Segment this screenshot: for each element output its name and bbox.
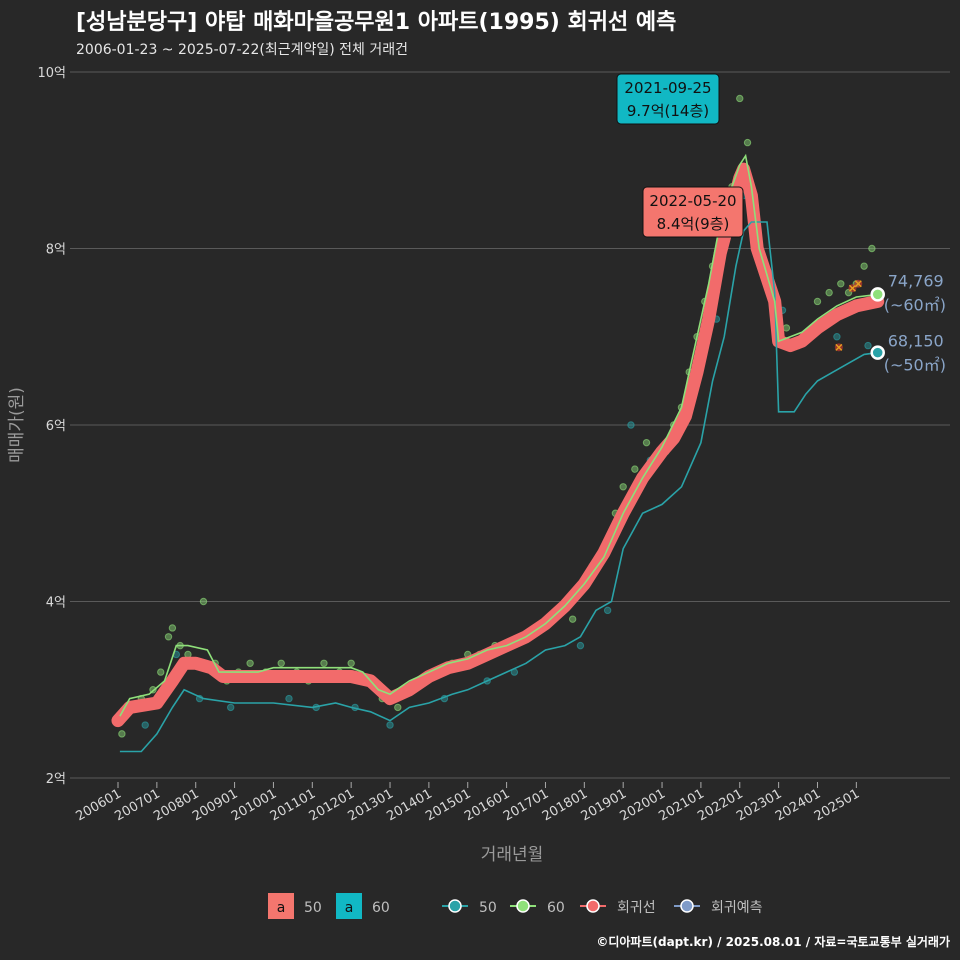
annotation-value: 9.7억(14층) <box>627 102 709 120</box>
source-caption: ©디아파트(dapt.kr) / 2025.08.01 / 자료=국토교통부 실… <box>596 935 950 949</box>
y-tick-label: 2억 <box>46 772 66 787</box>
series-60-line <box>119 153 878 717</box>
legend-fill-key <box>268 893 294 919</box>
scatter-point <box>277 659 285 667</box>
scatter-point <box>386 721 394 729</box>
cancelled-cross <box>848 284 856 292</box>
x-tick-label: 202501 <box>812 786 862 824</box>
legend-line-marker <box>680 899 694 913</box>
annotation-value: 8.4억(9층) <box>657 215 730 233</box>
scatter-point <box>868 244 876 253</box>
annotation-date: 2022-05-20 <box>649 192 736 210</box>
scatter-point <box>860 262 868 270</box>
scatter-point <box>627 421 635 429</box>
scatter-point <box>837 280 845 288</box>
scatter-point <box>825 288 833 297</box>
chart-title: [성남분당구] 야탑 매화마을공무원1 아파트(1995) 회귀선 예측 <box>76 10 677 35</box>
end-label-60: 74,769 <box>888 271 944 290</box>
scatter-point <box>642 438 651 447</box>
legend-line-marker <box>586 899 600 913</box>
scatter-point <box>603 606 612 615</box>
scatter-point <box>320 659 328 667</box>
legend-fill-key <box>336 893 362 919</box>
legend-line-marker <box>516 899 530 913</box>
scatter-point <box>619 483 627 491</box>
cancelled-cross <box>854 280 862 288</box>
series-regression-line <box>111 162 885 728</box>
annotation-box <box>616 73 720 125</box>
end-label-50-marker <box>870 345 885 360</box>
y-tick-label: 8억 <box>46 243 66 258</box>
chart-subtitle: 2006-01-23 ~ 2025-07-22(최근계약일) 전체 거래건 <box>76 42 408 58</box>
scatter-point <box>813 297 822 306</box>
scatter-point <box>285 694 293 703</box>
annotation-date: 2021-09-25 <box>624 79 711 97</box>
y-axis-title: 매매가(원) <box>7 387 27 463</box>
end-label-50: 68,150 <box>888 332 944 351</box>
legend-fill-label: 50 <box>304 900 322 916</box>
annotation-box <box>642 186 744 238</box>
legend-fill-key-text: a <box>277 900 286 916</box>
scatter-point <box>782 324 791 332</box>
cancelled-cross <box>835 343 843 351</box>
scatter-point <box>157 668 165 676</box>
series-50-line <box>119 221 878 753</box>
scatter-point <box>141 721 149 729</box>
scatter-point <box>168 624 177 632</box>
y-tick-label: 6억 <box>46 419 66 434</box>
end-label-60-marker <box>870 287 885 302</box>
scatter-point <box>118 730 126 738</box>
scatter-point <box>568 615 577 623</box>
legend: a 50 a 60 50 60 회귀선 회귀예측 <box>268 893 763 919</box>
scatter-point <box>199 597 208 606</box>
legend-fill-label: 60 <box>372 900 390 916</box>
y-tick-label: 10억 <box>37 66 66 81</box>
scatter-point <box>631 465 639 473</box>
end-label-60-area: (~60㎡) <box>884 295 946 314</box>
legend-line-label: 회귀예측 <box>711 900 763 916</box>
scatter-point <box>864 341 872 350</box>
legend-line-label: 회귀선 <box>617 900 656 916</box>
scatter-point <box>576 641 585 650</box>
scatter-point <box>226 703 235 712</box>
legend-line-marker <box>448 899 462 913</box>
scatter-point <box>736 94 744 103</box>
scatter-point <box>246 659 254 667</box>
scatter-point <box>164 633 173 641</box>
scatter-point <box>184 650 192 659</box>
scatter-point <box>743 138 752 147</box>
end-label-50-area: (~50㎡) <box>884 356 946 375</box>
x-axis-title: 거래년월 <box>481 845 544 865</box>
annotation-2021-09-25: 2021-09-25 9.7억(14층) <box>616 73 720 125</box>
scatter-point <box>347 659 355 667</box>
legend-line-label: 50 <box>479 900 497 916</box>
legend-line-label: 60 <box>547 900 565 916</box>
annotation-2022-05-20: 2022-05-20 8.4억(9층) <box>642 186 744 238</box>
scatter-point <box>833 333 841 341</box>
scatter-point <box>394 703 402 712</box>
legend-fill-key-text: a <box>345 900 354 916</box>
y-tick-label: 4억 <box>46 596 66 611</box>
